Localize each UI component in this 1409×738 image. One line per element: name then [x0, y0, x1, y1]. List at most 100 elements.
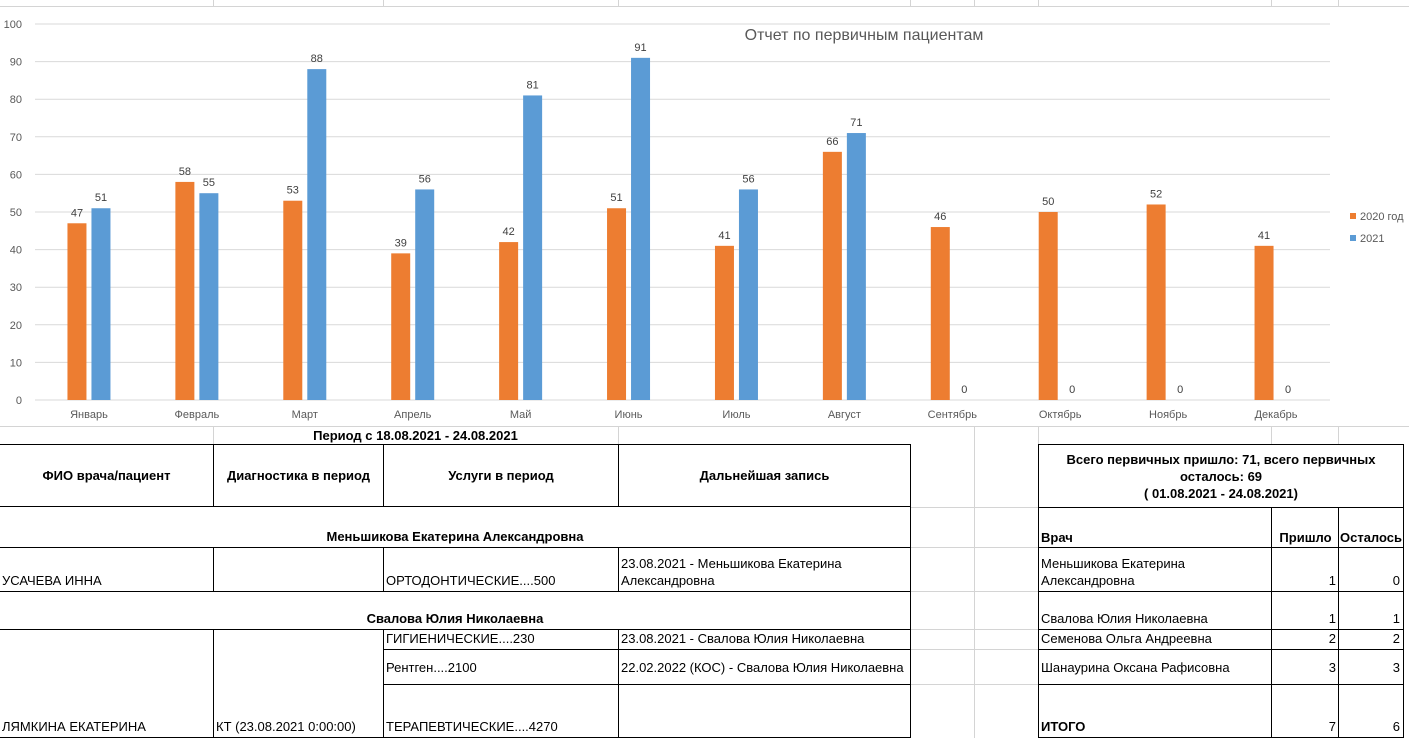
summary-came: 1 — [1271, 591, 1339, 630]
bar-series1 — [175, 181, 195, 400]
y-tick-label: 40 — [10, 245, 22, 257]
summary-came: 2 — [1271, 629, 1339, 650]
x-tick-label: Декабрь — [1255, 409, 1298, 421]
doctor-group-header: Свалова Юлия Николаевна — [0, 591, 911, 630]
data-label: 42 — [503, 226, 515, 238]
y-tick-label: 60 — [10, 169, 22, 181]
x-tick-label: Октябрь — [1039, 409, 1082, 421]
services-cell: Рентген....2100 — [383, 649, 619, 685]
summary-doctor: Шанаурина Оксана Рафисовна — [1038, 649, 1272, 685]
bar-series2 — [91, 208, 111, 400]
data-label: 71 — [850, 117, 862, 129]
summary-left: 2 — [1338, 629, 1404, 650]
legend-label: 2020 год — [1360, 211, 1404, 223]
x-tick-label: Январь — [70, 409, 108, 421]
y-tick-label: 50 — [10, 207, 22, 219]
data-label: 0 — [1177, 384, 1183, 396]
data-label: 55 — [203, 177, 215, 189]
bar-series1 — [1038, 212, 1058, 400]
bar-series2 — [631, 57, 651, 401]
x-tick-label: Июнь — [615, 409, 643, 421]
next-visit-cell: 22.02.2022 (КОС) - Свалова Юлия Николаев… — [618, 649, 911, 685]
data-label: 47 — [71, 207, 83, 219]
bar-series1 — [607, 208, 627, 400]
data-label: 0 — [1069, 384, 1075, 396]
data-label: 39 — [395, 237, 407, 249]
primary-patients-chart[interactable]: 0 10 20 30 40 50 60 70 80 90 100 Отчет по первичным… — [0, 6, 1409, 426]
doctor-group-header: Меньшикова Екатерина Александровна — [0, 506, 911, 548]
summary-col-doctor: Врач — [1038, 507, 1272, 548]
data-label: 91 — [634, 42, 646, 54]
summary-col-came: Пришло — [1271, 507, 1339, 548]
services-cell: ГИГИЕНИЧЕСКИЕ....230 — [383, 629, 619, 650]
data-label: 66 — [826, 136, 838, 148]
summary-doctor: Свалова Юлия Николаевна — [1038, 591, 1272, 630]
bar-series2 — [738, 189, 758, 400]
header-next-visit: Дальнейшая запись — [618, 444, 911, 507]
data-label: 0 — [961, 384, 967, 396]
summary-header: Всего первичных пришло: 71, всего первич… — [1038, 444, 1404, 508]
data-label: 0 — [1285, 384, 1291, 396]
x-tick-label: Сентябрь — [928, 409, 978, 421]
bar-series2 — [199, 193, 219, 400]
bar-series1 — [67, 223, 87, 400]
summary-left: 0 — [1338, 547, 1404, 592]
y-tick-label: 20 — [10, 320, 22, 332]
x-tick-label: Апрель — [394, 409, 432, 421]
summary-came: 3 — [1271, 649, 1339, 685]
bar-series1 — [283, 200, 303, 400]
data-label: 51 — [610, 192, 622, 204]
next-visit-cell — [618, 684, 911, 738]
data-label: 41 — [718, 230, 730, 242]
data-label: 41 — [1258, 230, 1270, 242]
data-label: 51 — [95, 192, 107, 204]
y-tick-label: 90 — [10, 57, 22, 69]
services-cell: ТЕРАПЕВТИЧЕСКИЕ....4270 — [383, 684, 619, 738]
bar-series1 — [822, 151, 842, 400]
legend-swatch — [1350, 235, 1356, 241]
y-tick-label: 80 — [10, 94, 22, 106]
bar-series1 — [714, 245, 734, 400]
data-label: 56 — [742, 173, 754, 185]
summary-doctor: Меньшикова Екатерина Александровна — [1038, 547, 1272, 592]
x-tick-label: Август — [828, 409, 861, 421]
summary-col-left: Осталось — [1338, 507, 1404, 548]
data-label: 58 — [179, 166, 191, 178]
header-doctor-patient: ФИО врача/пациент — [0, 444, 214, 507]
x-tick-label: Февраль — [175, 409, 220, 421]
data-label: 56 — [419, 173, 431, 185]
bar-series1 — [391, 253, 411, 400]
next-visit-cell: 23.08.2021 - Меньшикова Екатерина Алекса… — [618, 547, 911, 592]
summary-doctor: Семенова Ольга Андреевна — [1038, 629, 1272, 650]
data-label: 81 — [527, 79, 539, 91]
x-tick-label: Март — [292, 409, 318, 421]
bar-series1 — [1146, 204, 1166, 400]
patient-name: ЛЯМКИНА ЕКАТЕРИНА — [0, 629, 214, 738]
bar-series2 — [415, 189, 435, 400]
sheet-top-strip — [0, 0, 1409, 7]
bar-series1 — [499, 242, 519, 400]
chart-title: Отчет по первичным пациентам — [745, 27, 984, 44]
diagnostics-cell — [213, 547, 384, 592]
diagnostics-cell: КТ (23.08.2021 0:00:00) — [213, 629, 384, 738]
services-cell: ОРТОДОНТИЧЕСКИЕ....500 — [383, 547, 619, 592]
summary-title: Всего первичных пришло: 71, всего первич… — [1066, 451, 1376, 484]
next-visit-cell: 23.08.2021 - Свалова Юлия Николаевна — [618, 629, 911, 650]
data-label: 88 — [311, 53, 323, 65]
summary-left: 1 — [1338, 591, 1404, 630]
bar-series1 — [930, 227, 950, 400]
x-tick-label: Май — [510, 409, 532, 421]
legend-swatch — [1350, 213, 1356, 219]
data-label: 52 — [1150, 188, 1162, 200]
bar-series1 — [1254, 245, 1274, 400]
summary-left: 3 — [1338, 649, 1404, 685]
summary-total-came: 7 — [1271, 684, 1339, 738]
bar-series2 — [523, 95, 543, 400]
y-tick-label: 70 — [10, 132, 22, 144]
y-tick-label: 10 — [10, 357, 22, 369]
bar-series2 — [846, 133, 866, 400]
summary-total-left: 6 — [1338, 684, 1404, 738]
summary-period: ( 01.08.2021 - 24.08.2021) — [1144, 485, 1298, 501]
patient-name: УСАЧЕВА ИННА — [0, 547, 214, 592]
header-services: Услуги в период — [383, 444, 619, 507]
